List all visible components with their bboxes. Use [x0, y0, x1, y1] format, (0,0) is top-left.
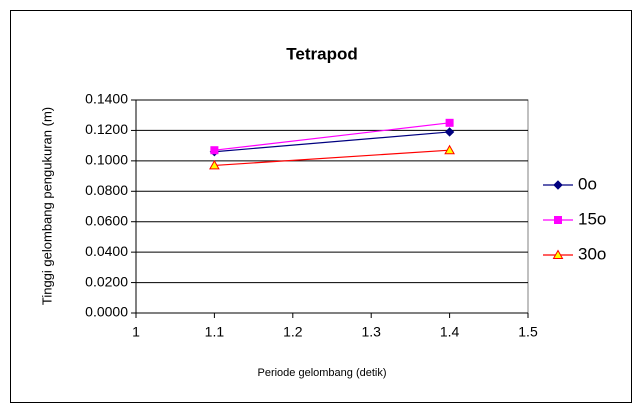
- plot-area: [135, 99, 529, 314]
- line: [214, 149, 450, 167]
- y-tick-label: 0.0400: [85, 243, 128, 259]
- x-axis-label: Periode gelombang (detik): [257, 367, 386, 379]
- marker: [444, 127, 455, 137]
- legend-label: 15o: [578, 209, 606, 228]
- y-tick-label: 0.0600: [85, 212, 128, 228]
- x-tick-label: 1.5: [518, 324, 538, 340]
- legend-marker: [553, 180, 563, 190]
- y-tick-label: 0.1000: [85, 152, 128, 168]
- x-tick-label: 1.3: [361, 324, 381, 340]
- legend-marker: [552, 249, 564, 259]
- legend-marker: [554, 216, 562, 224]
- chart-title: Tetrapod: [286, 44, 357, 63]
- x-tick-label: 1: [132, 324, 140, 340]
- x-tick-label: 1.4: [440, 324, 460, 340]
- marker: [209, 159, 220, 170]
- y-tick-label: 0.1200: [85, 121, 128, 137]
- y-tick-label: 0.0200: [85, 273, 128, 289]
- marker: [444, 144, 455, 155]
- y-tick-label: 0.1400: [85, 91, 128, 107]
- y-tick-label: 0.0000: [85, 304, 128, 320]
- legend-label: 30o: [578, 244, 606, 263]
- y-tick-label: 0.0800: [85, 182, 128, 198]
- x-tick-label: 1.1: [205, 324, 225, 340]
- x-tick-label: 1.2: [283, 324, 303, 340]
- legend-label: 0o: [578, 174, 597, 193]
- marker: [445, 118, 454, 127]
- line: [214, 122, 450, 151]
- line: [214, 131, 450, 153]
- y-axis-label: Tinggi gelombang pengukuran (m): [39, 107, 54, 305]
- marker: [210, 146, 219, 155]
